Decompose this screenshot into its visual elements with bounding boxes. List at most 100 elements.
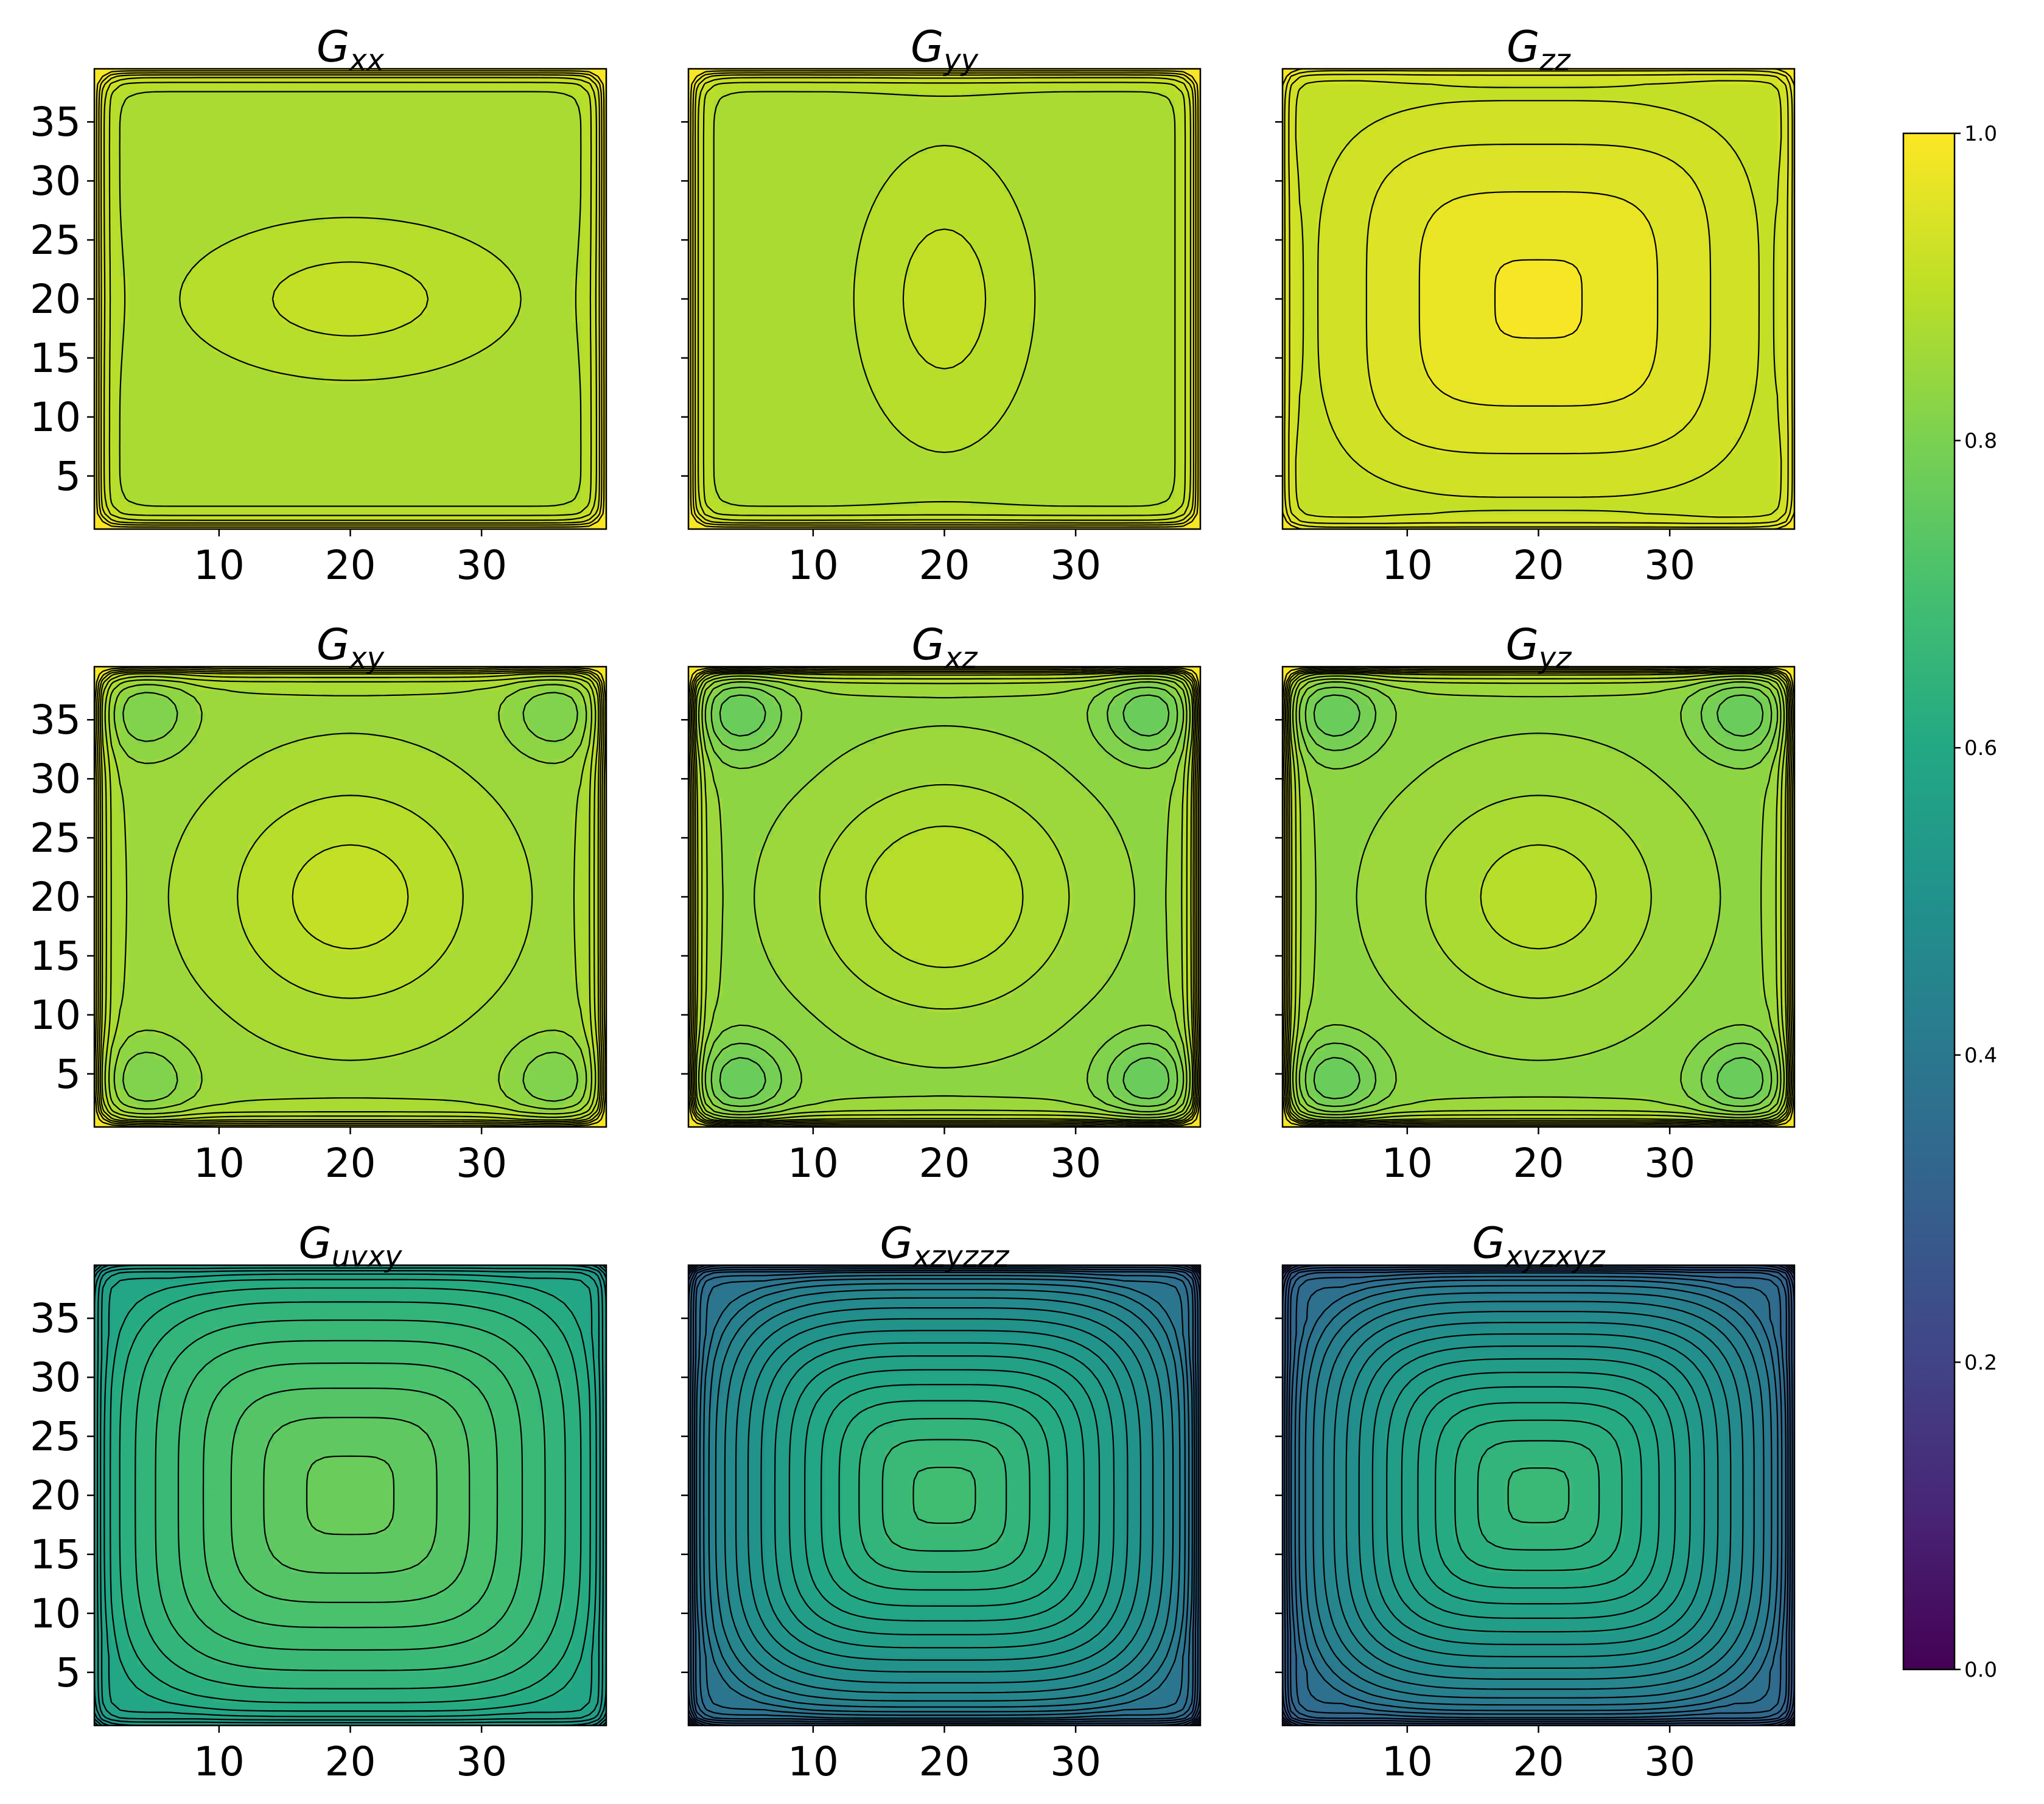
- contour-fill-cell: [427, 383, 436, 391]
- contour-fill-cell: [529, 222, 539, 231]
- contour-fill-cell: [486, 345, 496, 353]
- contour-fill-cell: [231, 360, 240, 369]
- contour-fill-cell: [341, 475, 351, 484]
- contour-fill-cell: [231, 146, 240, 154]
- contour-fill-cell: [282, 406, 292, 415]
- contour-fill-cell: [495, 321, 505, 331]
- contour-fill-cell: [1012, 391, 1022, 399]
- contour-fill-cell: [1038, 452, 1048, 461]
- contour-fill-cell: [256, 314, 266, 323]
- contour-fill-cell: [188, 444, 197, 453]
- contour-fill-cell: [316, 383, 326, 391]
- contour-fill-cell: [350, 230, 360, 238]
- contour-fill-cell: [1055, 368, 1065, 376]
- contour-fill-cell: [529, 206, 539, 216]
- contour-fill-cell: [384, 368, 394, 376]
- contour-fill-cell: [581, 468, 590, 476]
- contour-fill-cell: [495, 276, 505, 284]
- contour-fill-cell: [757, 383, 766, 391]
- contour-fill-cell: [859, 437, 869, 446]
- contour-fill-cell: [808, 383, 817, 391]
- contour-fill-cell: [231, 283, 240, 292]
- contour-fill-cell: [120, 368, 129, 376]
- contour-fill-cell: [137, 383, 146, 391]
- contour-fill-cell: [1097, 398, 1107, 407]
- contour-fill-cell: [1123, 452, 1133, 461]
- contour-fill-cell: [723, 398, 732, 407]
- contour-fill-cell: [1123, 460, 1133, 468]
- contour-fill-cell: [128, 391, 138, 399]
- contour-fill-cell: [546, 146, 556, 154]
- contour-fill-cell: [444, 460, 453, 468]
- contour-fill-cell: [444, 99, 453, 108]
- contour-fill-cell: [239, 161, 249, 169]
- contour-fill-cell: [1072, 391, 1082, 399]
- contour-fill-cell: [367, 291, 377, 300]
- contour-fill-cell: [376, 345, 385, 353]
- contour-fill-cell: [503, 437, 513, 446]
- contour-fill-cell: [537, 368, 547, 376]
- contour-fill-cell: [799, 398, 808, 407]
- contour-fill-cell: [791, 498, 800, 507]
- contour-fill-cell: [214, 253, 223, 261]
- contour-fill-cell: [953, 491, 962, 499]
- contour-fill-cell: [120, 114, 129, 123]
- contour-fill-cell: [444, 291, 453, 300]
- contour-fill-cell: [901, 368, 911, 376]
- contour-fill-cell: [137, 261, 146, 269]
- contour-fill-cell: [171, 168, 180, 177]
- contour-fill-cell: [1132, 491, 1141, 499]
- contour-fill-cell: [248, 491, 257, 499]
- contour-fill-cell: [1021, 491, 1031, 499]
- contour-fill-cell: [316, 306, 326, 315]
- contour-fill-cell: [995, 391, 1005, 399]
- contour-fill-cell: [555, 253, 564, 261]
- contour-fill-cell: [137, 84, 146, 93]
- contour-fill-cell: [555, 452, 564, 461]
- contour-fill-cell: [154, 130, 163, 139]
- contour-fill-cell: [529, 429, 539, 438]
- contour-fill-cell: [1157, 506, 1167, 514]
- contour-fill-cell: [791, 475, 800, 484]
- contour-fill-cell: [486, 429, 496, 438]
- contour-fill-cell: [401, 199, 411, 208]
- contour-fill-cell: [163, 376, 172, 384]
- contour-fill-cell: [572, 91, 581, 100]
- contour-fill-cell: [486, 138, 496, 146]
- contour-fill-cell: [256, 321, 266, 331]
- contour-fill-cell: [282, 452, 292, 461]
- contour-fill-cell: [214, 321, 223, 331]
- contour-fill-cell: [359, 176, 368, 184]
- contour-fill-cell: [205, 299, 214, 307]
- contour-fill-cell: [808, 360, 817, 369]
- contour-fill-cell: [452, 468, 462, 476]
- contour-fill-cell: [197, 368, 206, 376]
- contour-fill-cell: [748, 452, 757, 461]
- contour-fill-cell: [816, 383, 826, 391]
- contour-fill-cell: [256, 199, 266, 208]
- contour-fill-cell: [111, 437, 121, 446]
- contour-fill-cell: [384, 506, 394, 514]
- contour-fill-cell: [816, 353, 826, 361]
- contour-fill-cell: [435, 306, 445, 315]
- contour-fill-cell: [1029, 421, 1039, 430]
- contour-fill-cell: [376, 491, 385, 499]
- contour-fill-cell: [410, 353, 419, 361]
- contour-fill-cell: [833, 391, 843, 399]
- contour-fill-cell: [418, 452, 428, 461]
- contour-fill-cell: [555, 337, 564, 346]
- contour-fill-cell: [546, 114, 556, 123]
- contour-fill-cell: [919, 398, 928, 407]
- contour-fill-cell: [324, 398, 334, 407]
- contour-fill-cell: [350, 176, 360, 184]
- contour-fill-cell: [401, 345, 411, 353]
- contour-fill-cell: [384, 406, 394, 415]
- contour-fill-cell: [486, 146, 496, 154]
- contour-fill-cell: [503, 253, 513, 261]
- contour-fill-cell: [111, 299, 121, 307]
- contour-fill-cell: [239, 122, 249, 131]
- contour-fill-cell: [469, 437, 479, 446]
- contour-fill-cell: [1175, 452, 1184, 461]
- contour-fill-cell: [333, 383, 343, 391]
- contour-fill-cell: [341, 237, 351, 246]
